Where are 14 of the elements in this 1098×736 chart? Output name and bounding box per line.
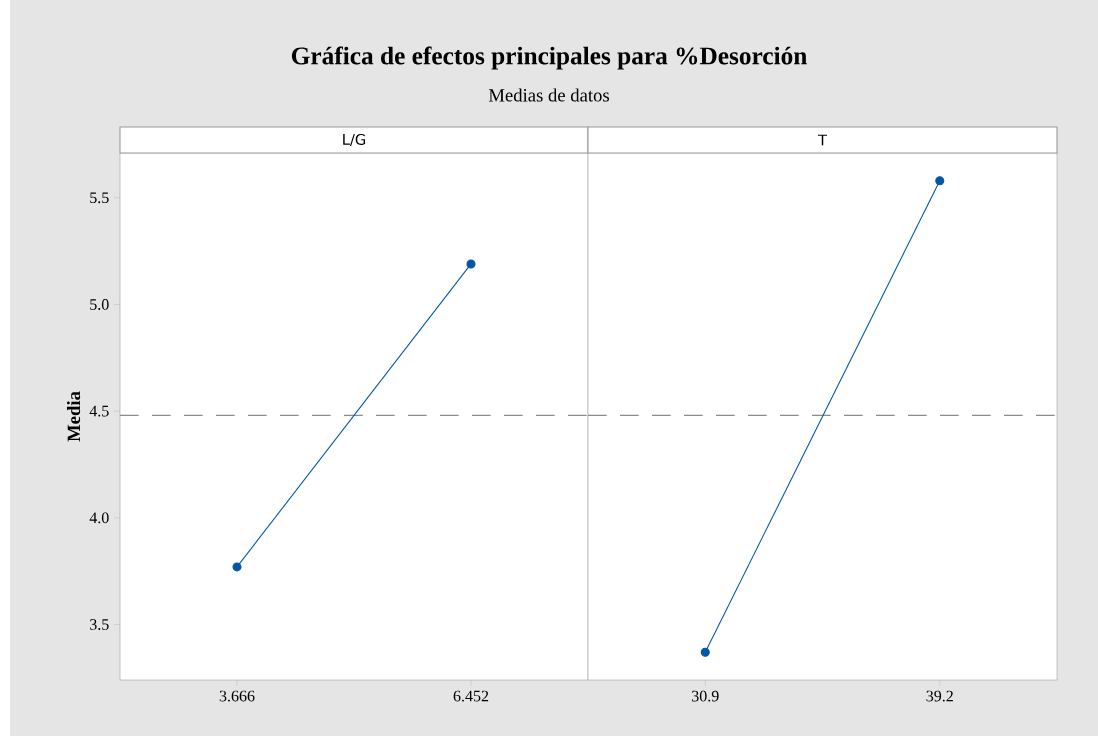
chart-subtitle: Medias de datos <box>488 88 609 102</box>
y-tick-label: 4.0 <box>89 512 109 524</box>
x-tick-label: 39.2 <box>926 690 953 702</box>
y-axis-title: Media <box>66 391 81 442</box>
y-tick-label: 5.0 <box>90 299 109 310</box>
y-tick-label: 5.5 <box>90 192 109 204</box>
x-tick-label: 3.666 <box>219 690 255 702</box>
x-tick-label: 30.9 <box>692 690 719 702</box>
y-tick-label: 3.5 <box>90 619 109 630</box>
x-axis-title: T <box>817 134 828 146</box>
chart-title: Gráfica de efectos principales para %Desorción <box>291 46 807 70</box>
x-tick-label: 6.452 <box>453 690 489 702</box>
y-tick-label: 4.5 <box>89 405 109 417</box>
x-axis-title: L/G <box>343 133 366 147</box>
